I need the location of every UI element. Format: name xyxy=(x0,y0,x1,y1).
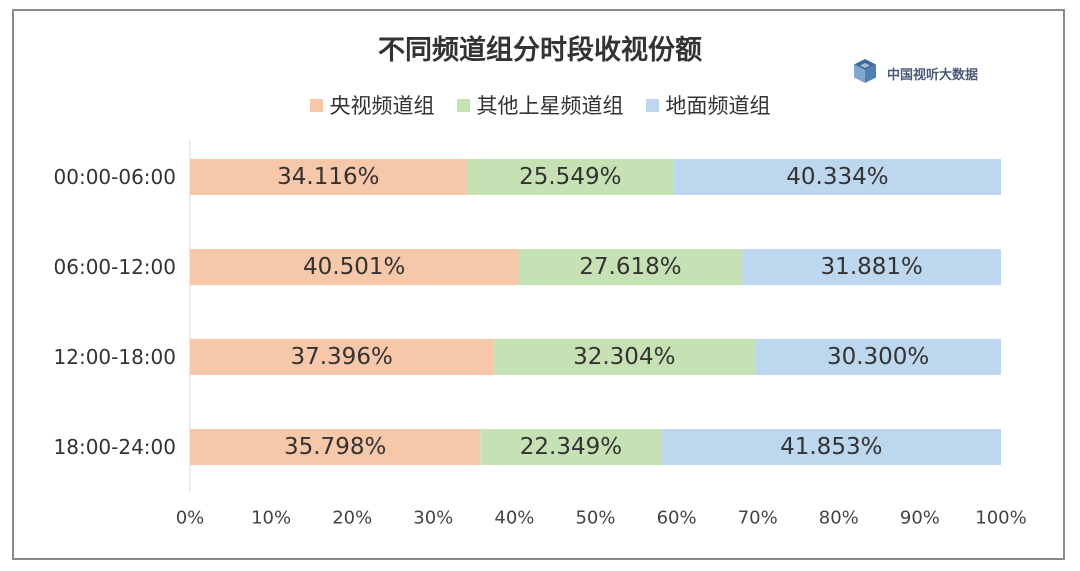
legend-item-cctv: 央视频道组 xyxy=(309,90,435,120)
x-tick-label: 80% xyxy=(819,508,859,529)
x-tick-label: 50% xyxy=(575,508,615,529)
category-label: 18:00-24:00 xyxy=(54,435,177,459)
data-label-terrestrial: 31.881% xyxy=(821,254,923,280)
data-label-satellite: 25.549% xyxy=(519,164,621,190)
bar-segment-satellite xyxy=(466,159,674,195)
x-tick-label: 30% xyxy=(413,508,453,529)
cube-logo-icon xyxy=(853,58,877,88)
legend: 央视频道组 其他上星频道组 地面频道组 xyxy=(0,90,1080,120)
category-label: 00:00-06:00 xyxy=(54,165,177,189)
data-label-cctv: 40.501% xyxy=(303,254,405,280)
x-tick-label: 60% xyxy=(657,508,697,529)
legend-label-cctv: 央视频道组 xyxy=(329,94,435,118)
legend-swatch-satellite xyxy=(456,98,470,112)
bar-segment-terrestrial xyxy=(742,249,1001,285)
data-label-terrestrial: 41.853% xyxy=(780,434,882,460)
x-tick-label: 10% xyxy=(251,508,291,529)
bar-segment-cctv xyxy=(190,159,467,195)
bar-segment-terrestrial xyxy=(661,429,1001,465)
data-label-satellite: 32.304% xyxy=(573,344,675,370)
category-label: 06:00-12:00 xyxy=(54,255,177,279)
bar-segment-terrestrial xyxy=(673,159,1001,195)
brand-text: 中国视听大数据 xyxy=(887,67,979,83)
x-tick-label: 40% xyxy=(494,508,534,529)
data-label-satellite: 22.349% xyxy=(520,434,622,460)
legend-label-terrestrial: 地面频道组 xyxy=(665,94,771,118)
legend-item-terrestrial: 地面频道组 xyxy=(645,90,771,120)
x-tick-label: 100% xyxy=(975,508,1026,529)
data-label-cctv: 37.396% xyxy=(290,344,392,370)
legend-swatch-cctv xyxy=(309,98,323,112)
x-tick-label: 90% xyxy=(900,508,940,529)
data-label-terrestrial: 40.334% xyxy=(786,164,888,190)
legend-swatch-terrestrial xyxy=(645,98,659,112)
legend-item-satellite: 其他上星频道组 xyxy=(456,90,624,120)
legend-label-satellite: 其他上星频道组 xyxy=(476,94,624,118)
data-label-satellite: 27.618% xyxy=(579,254,681,280)
bar-segment-satellite xyxy=(493,339,756,375)
brand-logo: 中国视听大数据 xyxy=(853,58,979,88)
data-label-terrestrial: 30.300% xyxy=(827,344,929,370)
x-tick-label: 0% xyxy=(176,508,205,529)
data-label-cctv: 35.798% xyxy=(284,434,386,460)
x-tick-label: 20% xyxy=(332,508,372,529)
chart-title: 不同频道组分时段收视份额 xyxy=(378,35,702,66)
bar-segment-terrestrial xyxy=(755,339,1001,375)
bar-segment-satellite xyxy=(480,429,662,465)
bar-segment-cctv xyxy=(190,339,494,375)
category-label: 12:00-18:00 xyxy=(54,345,177,369)
bar-segment-cctv xyxy=(190,429,481,465)
bar-segment-cctv xyxy=(190,249,519,285)
data-label-cctv: 34.116% xyxy=(277,164,379,190)
bar-segment-satellite xyxy=(518,249,743,285)
x-tick-label: 70% xyxy=(738,508,778,529)
